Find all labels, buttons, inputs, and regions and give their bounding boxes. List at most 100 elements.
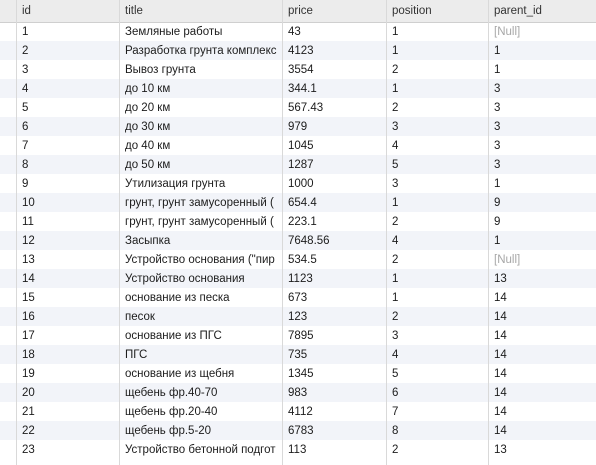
column-header-parent-id[interactable]: parent_id <box>494 5 542 17</box>
cell-id[interactable]: 16 <box>22 310 35 323</box>
cell-title[interactable]: Устройство бетонной подгот <box>125 443 276 456</box>
cell-price[interactable]: 3554 <box>288 63 314 76</box>
cell-parent-id[interactable]: 14 <box>494 367 507 380</box>
cell-id[interactable]: 2 <box>22 44 29 57</box>
cell-price[interactable]: 735 <box>288 348 308 361</box>
cell-id[interactable]: 10 <box>22 196 35 209</box>
table-row[interactable]: 9 Утилизация грунта 1000 3 1 <box>0 174 596 193</box>
cell-position[interactable]: 2 <box>392 63 399 76</box>
cell-price[interactable]: 654.4 <box>288 196 317 209</box>
table-row[interactable]: 12 Засыпка 7648.56 4 1 <box>0 231 596 250</box>
cell-title[interactable]: грунт, грунт замусоренный ( <box>125 196 274 209</box>
table-row[interactable]: 23 Устройство бетонной подгот 113 2 13 <box>0 440 596 459</box>
cell-id[interactable]: 14 <box>22 272 35 285</box>
cell-price[interactable]: 4112 <box>288 405 313 418</box>
table-row[interactable]: 5 до 20 км 567.43 2 3 <box>0 98 596 117</box>
column-divider[interactable] <box>282 0 283 465</box>
cell-title[interactable]: Устройство основания ("пир <box>125 253 275 266</box>
cell-parent-id[interactable]: [Null] <box>494 25 521 38</box>
cell-title[interactable]: Утилизация грунта <box>125 177 226 190</box>
cell-id[interactable]: 4 <box>22 82 29 95</box>
cell-parent-id[interactable]: 9 <box>494 215 501 228</box>
cell-title[interactable]: до 50 км <box>125 158 171 171</box>
cell-position[interactable]: 4 <box>392 234 399 247</box>
table-row[interactable]: 4 до 10 км 344.1 1 3 <box>0 79 596 98</box>
cell-price[interactable]: 979 <box>288 120 308 133</box>
cell-title[interactable]: ПГС <box>125 348 148 361</box>
table-row[interactable]: 8 до 50 км 1287 5 3 <box>0 155 596 174</box>
cell-title[interactable]: грунт, грунт замусоренный ( <box>125 215 274 228</box>
cell-position[interactable]: 5 <box>392 367 399 380</box>
table-row[interactable]: 13 Устройство основания ("пир 534.5 2 [Null] <box>0 250 596 269</box>
cell-id[interactable]: 11 <box>22 215 34 228</box>
cell-position[interactable]: 2 <box>392 101 399 114</box>
table-row[interactable]: 14 Устройство основания 1123 1 13 <box>0 269 596 288</box>
cell-parent-id[interactable]: 1 <box>494 234 501 247</box>
cell-title[interactable]: до 20 км <box>125 101 171 114</box>
cell-id[interactable]: 3 <box>22 63 29 76</box>
cell-parent-id[interactable]: 1 <box>494 44 501 57</box>
cell-title[interactable]: щебень фр.5-20 <box>125 424 212 437</box>
cell-title[interactable]: до 10 км <box>125 82 171 95</box>
column-divider[interactable] <box>488 0 489 465</box>
cell-position[interactable]: 2 <box>392 215 399 228</box>
cell-price[interactable]: 43 <box>288 25 301 38</box>
column-divider[interactable] <box>16 0 17 465</box>
cell-title[interactable]: песок <box>125 310 155 323</box>
cell-position[interactable]: 3 <box>392 177 399 190</box>
table-row[interactable]: 3 Вывоз грунта 3554 2 1 <box>0 60 596 79</box>
cell-title[interactable]: Вывоз грунта <box>125 63 196 76</box>
cell-position[interactable]: 1 <box>392 291 399 304</box>
cell-price[interactable]: 6783 <box>288 424 314 437</box>
cell-price[interactable]: 1123 <box>288 272 313 285</box>
cell-title[interactable]: основание из ПГС <box>125 329 222 342</box>
cell-id[interactable]: 19 <box>22 367 35 380</box>
cell-parent-id[interactable]: 9 <box>494 196 501 209</box>
cell-id[interactable]: 8 <box>22 158 29 171</box>
cell-parent-id[interactable]: 3 <box>494 139 501 152</box>
cell-price[interactable]: 567.43 <box>288 101 324 114</box>
cell-position[interactable]: 4 <box>392 139 399 152</box>
cell-title[interactable]: щебень фр.20-40 <box>125 405 218 418</box>
column-divider[interactable] <box>386 0 387 465</box>
column-header-id[interactable]: id <box>22 5 31 17</box>
table-row[interactable]: 7 до 40 км 1045 4 3 <box>0 136 596 155</box>
column-header-price[interactable]: price <box>288 5 313 17</box>
cell-price[interactable]: 673 <box>288 291 308 304</box>
cell-price[interactable]: 1287 <box>288 158 314 171</box>
table-row[interactable]: 16 песок 123 2 14 <box>0 307 596 326</box>
cell-parent-id[interactable]: 3 <box>494 120 501 133</box>
cell-id[interactable]: 18 <box>22 348 35 361</box>
table-row[interactable]: 10 грунт, грунт замусоренный ( 654.4 1 9 <box>0 193 596 212</box>
table-row[interactable]: 18 ПГС 735 4 14 <box>0 345 596 364</box>
table-row[interactable]: 6 до 30 км 979 3 3 <box>0 117 596 136</box>
cell-price[interactable]: 7648.56 <box>288 234 330 247</box>
cell-price[interactable]: 4123 <box>288 44 314 57</box>
cell-position[interactable]: 8 <box>392 424 399 437</box>
cell-position[interactable]: 1 <box>392 44 399 57</box>
cell-parent-id[interactable]: 14 <box>494 291 507 304</box>
column-header-position[interactable]: position <box>392 5 432 17</box>
cell-id[interactable]: 23 <box>22 443 35 456</box>
cell-title[interactable]: основание из щебня <box>125 367 235 380</box>
cell-id[interactable]: 17 <box>22 329 35 342</box>
cell-id[interactable]: 20 <box>22 386 35 399</box>
cell-position[interactable]: 3 <box>392 120 399 133</box>
cell-position[interactable]: 3 <box>392 329 399 342</box>
cell-id[interactable]: 5 <box>22 101 29 114</box>
cell-title[interactable]: щебень фр.40-70 <box>125 386 218 399</box>
cell-price[interactable]: 1045 <box>288 139 314 152</box>
cell-title[interactable]: Земляные работы <box>125 25 223 38</box>
table-row[interactable]: 19 основание из щебня 1345 5 14 <box>0 364 596 383</box>
cell-id[interactable]: 1 <box>22 25 29 38</box>
cell-parent-id[interactable]: 14 <box>494 424 507 437</box>
cell-position[interactable]: 1 <box>392 196 399 209</box>
cell-title[interactable]: до 30 км <box>125 120 171 133</box>
cell-id[interactable]: 13 <box>22 253 35 266</box>
table-row[interactable]: 20 щебень фр.40-70 983 6 14 <box>0 383 596 402</box>
cell-title[interactable]: Засыпка <box>125 234 171 247</box>
table-row[interactable]: 1 Земляные работы 43 1 [Null] <box>0 22 596 41</box>
cell-position[interactable]: 1 <box>392 82 399 95</box>
cell-id[interactable]: 9 <box>22 177 29 190</box>
cell-parent-id[interactable]: 1 <box>494 177 501 190</box>
